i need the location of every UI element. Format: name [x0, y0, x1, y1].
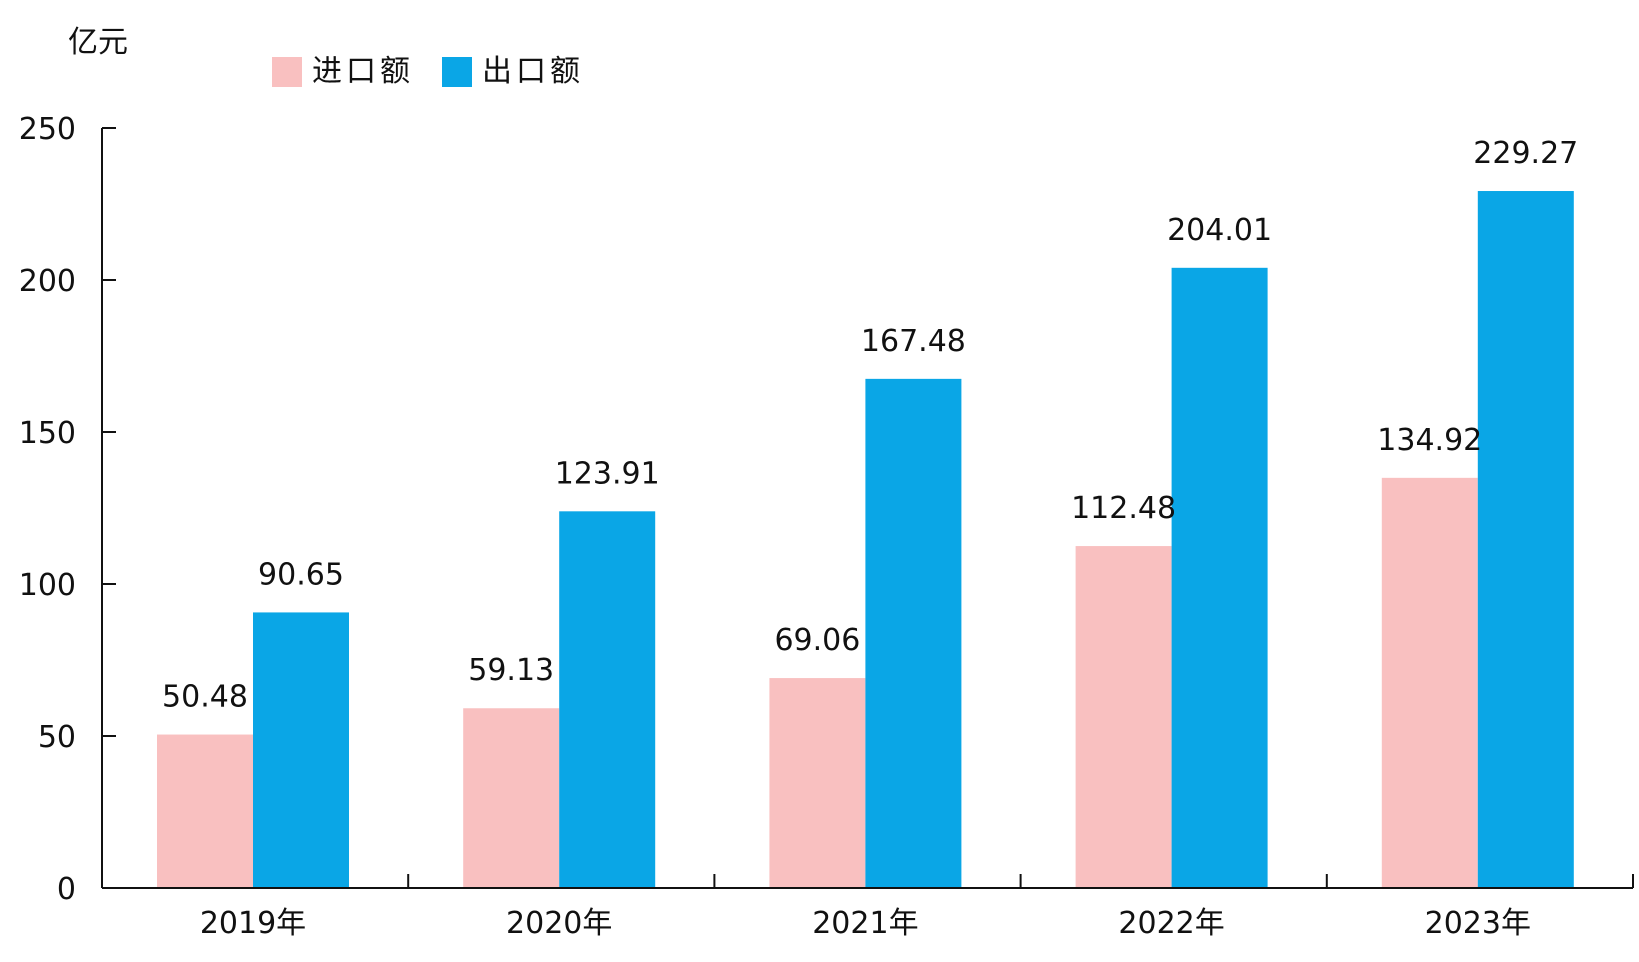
value-label-export-3: 204.01 [1167, 213, 1272, 248]
bar-export-2 [865, 378, 962, 888]
y-tick-label-3: 150 [19, 416, 76, 451]
value-label-import-3: 112.48 [1071, 491, 1176, 526]
bar-import-2 [769, 678, 866, 888]
x-tick-label-2: 2021年 [812, 906, 918, 941]
legend: 进口额 出口额 [272, 54, 584, 89]
x-tick-label-1: 2020年 [506, 906, 612, 941]
bar-import-1 [463, 708, 560, 888]
legend-label-import: 进口额 [312, 54, 414, 89]
x-axis-ticks: 2019年 2020年 2021年 2022年 2023年 [200, 874, 1634, 941]
y-tick-label-2: 100 [19, 568, 76, 603]
x-tick-label-0: 2019年 [200, 906, 306, 941]
bars-group [157, 191, 1574, 889]
bar-export-4 [1477, 191, 1574, 889]
y-tick-label-1: 50 [38, 720, 76, 755]
y-axis-unit-label: 亿元 [68, 25, 128, 60]
bar-export-3 [1171, 267, 1268, 889]
value-label-export-2: 167.48 [861, 324, 966, 359]
legend-label-export: 出口额 [482, 54, 584, 89]
y-tick-label-0: 0 [57, 872, 76, 907]
bar-export-0 [253, 612, 349, 888]
value-label-export-0: 90.65 [258, 557, 344, 592]
y-tick-label-5: 250 [19, 112, 76, 147]
value-label-import-2: 69.06 [774, 623, 860, 658]
value-label-export-4: 229.27 [1473, 136, 1578, 171]
legend-swatch-import [272, 57, 302, 87]
y-axis-ticks: 0 50 100 150 200 250 [19, 112, 116, 907]
value-label-import-1: 59.13 [468, 653, 554, 688]
value-label-export-1: 123.91 [555, 456, 660, 491]
x-tick-label-4: 2023年 [1425, 906, 1531, 941]
bar-export-1 [559, 511, 656, 888]
value-label-import-4: 134.92 [1377, 423, 1482, 458]
bar-import-4 [1381, 477, 1478, 888]
bar-import-3 [1075, 546, 1172, 888]
value-labels-group: 50.48 90.65 59.13 123.91 69.06 167.48 112.48 20… [162, 136, 1578, 715]
value-label-import-0: 50.48 [162, 680, 248, 715]
x-tick-label-3: 2022年 [1118, 906, 1224, 941]
legend-swatch-export [442, 57, 472, 87]
y-tick-label-4: 200 [19, 264, 76, 299]
bar-import-0 [157, 734, 253, 888]
